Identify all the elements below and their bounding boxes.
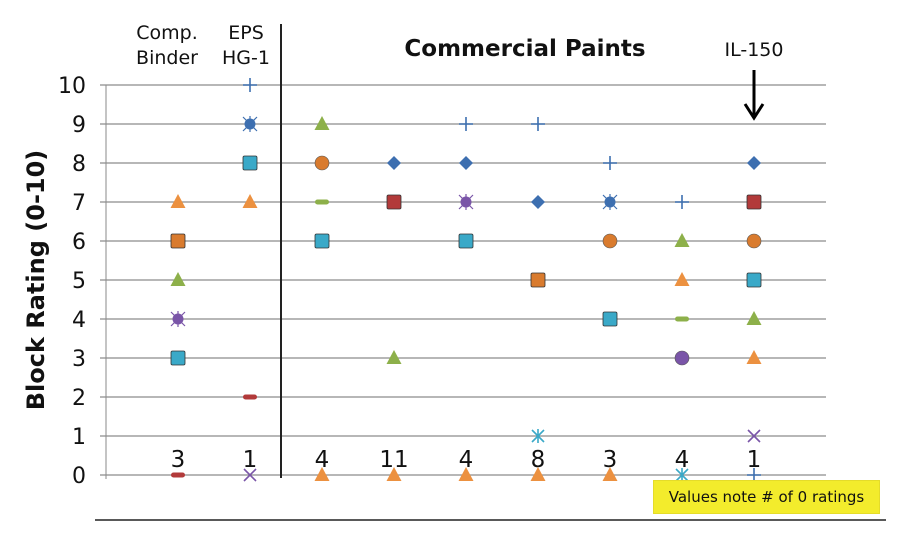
data-point-triangle <box>314 467 330 481</box>
group-label-line: EPS <box>228 22 264 44</box>
data-point-square <box>458 233 474 249</box>
data-point-triangle <box>314 116 330 130</box>
zero-count-label: 8 <box>531 447 546 473</box>
y-tick-label: 2 <box>72 386 86 411</box>
y-tick-label: 0 <box>72 464 86 489</box>
data-point-circle <box>746 233 762 249</box>
data-point-triangle <box>674 233 690 247</box>
data-point-square <box>314 233 330 249</box>
data-point-dash <box>243 394 257 400</box>
data-point-dash <box>171 472 185 478</box>
y-tick-label: 3 <box>72 347 86 372</box>
data-point-asterisk <box>531 429 545 443</box>
data-point-plus <box>243 78 257 92</box>
data-point-plus <box>603 156 617 170</box>
data-point-plus <box>675 195 689 209</box>
zero-count-label: 3 <box>603 447 618 473</box>
group-label-line: HG-1 <box>222 47 270 69</box>
data-point-diamond <box>459 156 473 170</box>
data-point-square <box>602 311 618 327</box>
gridlines <box>100 84 826 479</box>
y-tick-label: 4 <box>72 308 86 333</box>
data-point-plus <box>459 117 473 131</box>
zero-count-label: 4 <box>459 447 474 473</box>
data-point-triangle <box>242 194 258 208</box>
group-label-comp-binder: Comp. Binder <box>136 22 198 69</box>
y-tick-label: 10 <box>58 74 86 99</box>
data-point-square <box>170 350 186 366</box>
y-tick-label: 6 <box>72 230 86 255</box>
data-point-diamond <box>387 156 401 170</box>
section-title: Commercial Paints <box>404 36 645 62</box>
data-point-triangle <box>530 467 546 481</box>
data-point-dash <box>675 316 689 322</box>
data-point-triangle <box>674 272 690 286</box>
data-point-star <box>602 194 618 210</box>
data-point-star <box>458 194 474 210</box>
zero-count-label: 1 <box>243 447 258 473</box>
data-markers <box>170 78 762 482</box>
data-point-square <box>170 233 186 249</box>
data-point-square <box>242 155 258 171</box>
zero-count-label: 4 <box>315 447 330 473</box>
y-axis-label: Block Rating (0-10) <box>22 150 50 411</box>
data-point-star <box>242 116 258 132</box>
data-point-triangle <box>746 350 762 364</box>
data-point-triangle <box>170 272 186 286</box>
data-point-asterisk <box>675 468 689 482</box>
data-point-triangle <box>602 467 618 481</box>
note-callout: Values note # of 0 ratings <box>653 480 880 514</box>
data-point-plus <box>531 117 545 131</box>
data-point-x <box>243 468 257 482</box>
data-point-plus <box>747 468 761 482</box>
y-tick-labels: 0 1 2 3 4 5 6 7 8 9 10 <box>58 74 86 489</box>
data-point-square <box>386 194 402 210</box>
data-point-triangle <box>746 311 762 325</box>
zero-count-label: 3 <box>171 447 186 473</box>
group-label-line: Binder <box>136 47 198 69</box>
data-point-triangle <box>386 467 402 481</box>
y-tick-label: 9 <box>72 113 86 138</box>
data-point-x <box>747 429 761 443</box>
group-label-line: Comp. <box>136 22 198 44</box>
il150-arrow-icon <box>743 70 765 121</box>
y-tick-label: 8 <box>72 152 86 177</box>
data-point-square <box>530 272 546 288</box>
data-point-square <box>746 194 762 210</box>
data-point-star <box>170 311 186 327</box>
data-point-triangle <box>170 194 186 208</box>
data-point-circle <box>314 155 330 171</box>
data-point-square <box>746 272 762 288</box>
y-tick-label: 7 <box>72 191 86 216</box>
data-point-triangle <box>458 467 474 481</box>
data-point-circle <box>674 350 690 366</box>
data-point-triangle <box>386 350 402 364</box>
y-tick-label: 1 <box>72 425 86 450</box>
il150-annotation-label: IL-150 <box>725 39 784 61</box>
y-tick-label: 5 <box>72 269 86 294</box>
data-point-circle <box>602 233 618 249</box>
group-label-eps-hg1: EPS HG-1 <box>222 22 270 69</box>
data-point-diamond <box>747 156 761 170</box>
zero-count-label: 1 <box>747 447 762 473</box>
data-point-diamond <box>531 195 545 209</box>
zero-count-label: 4 <box>675 447 690 473</box>
data-point-dash <box>315 199 329 205</box>
